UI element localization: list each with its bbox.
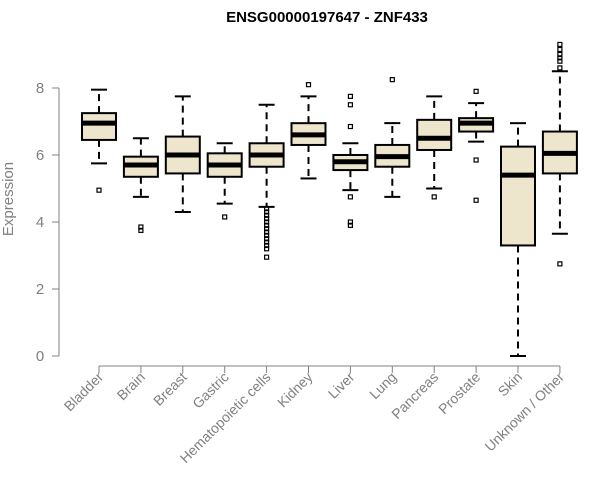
outlier-point (305, 82, 312, 88)
outlier-point (222, 214, 228, 220)
x-tick-label: Bladder (61, 369, 107, 415)
outlier-point (264, 222, 270, 228)
box-liver (332, 93, 369, 228)
x-tick-label: Breast (150, 369, 190, 409)
x-tick-label: Brain (114, 369, 148, 403)
outlier-point (347, 93, 353, 99)
x-tick-label: Prostate (435, 369, 483, 417)
outlier-point (347, 222, 353, 228)
outlier-point (264, 216, 270, 222)
box-lung (374, 77, 411, 198)
outlier-point (557, 51, 563, 58)
outlier-point (389, 77, 395, 83)
outlier-point (264, 229, 270, 235)
chart-title: ENSG00000197647 - ZNF433 (226, 9, 428, 26)
y-axis-label: Expression (0, 162, 17, 236)
x-tick-label: Lung (366, 369, 399, 402)
y-tick-label: 0 (36, 348, 44, 365)
outlier-point (264, 212, 270, 218)
x-tick-label: Skin (495, 369, 526, 400)
outlier-point (264, 226, 270, 232)
outlier-point (557, 65, 563, 71)
box-iqr (416, 118, 453, 151)
outlier-point (347, 123, 353, 130)
outlier-point (557, 58, 563, 64)
box-kidney (290, 82, 327, 180)
box-brain (122, 137, 159, 233)
x-tick-label: Unknown / Other (481, 369, 567, 455)
box-hematopoietic-cells (248, 103, 285, 260)
outlier-point (347, 194, 353, 200)
outlier-point (557, 46, 563, 53)
box-iqr (500, 145, 536, 247)
y-tick-label: 6 (36, 147, 44, 164)
outlier-point (264, 236, 270, 242)
outlier-point (138, 224, 144, 230)
outlier-point (557, 41, 563, 48)
outlier-point (138, 227, 144, 233)
outlier-point (264, 246, 270, 252)
outlier-point (264, 206, 270, 212)
outlier-point (264, 232, 270, 238)
box-marks (81, 41, 578, 357)
outlier-point (264, 239, 270, 245)
box-skin (500, 122, 536, 357)
y-tick-label: 8 (36, 80, 44, 97)
box-unknown-other (541, 41, 578, 267)
outlier-point (473, 88, 479, 94)
outlier-point (347, 102, 353, 108)
outlier-point (557, 261, 563, 267)
outlier-point (431, 194, 437, 200)
outlier-point (347, 219, 353, 225)
outlier-point (96, 187, 102, 193)
outlier-point (264, 219, 270, 225)
box-breast (164, 95, 201, 213)
x-tick-label: Pancreas (388, 369, 441, 422)
outlier-point (264, 254, 270, 260)
outlier-point (473, 197, 479, 203)
outlier-point (557, 55, 563, 61)
box-iqr (81, 112, 117, 141)
y-tick-label: 4 (36, 214, 44, 231)
x-tick-label: Liver (325, 369, 358, 402)
outlier-point (264, 209, 270, 215)
y-tick-label: 2 (36, 281, 44, 298)
box-gastric (206, 142, 243, 220)
box-pancreas (416, 95, 453, 200)
outlier-point (264, 242, 270, 249)
outlier-point (473, 157, 479, 163)
box-bladder (81, 88, 117, 193)
box-prostate (458, 88, 495, 203)
x-tick-label: Kidney (274, 369, 316, 411)
